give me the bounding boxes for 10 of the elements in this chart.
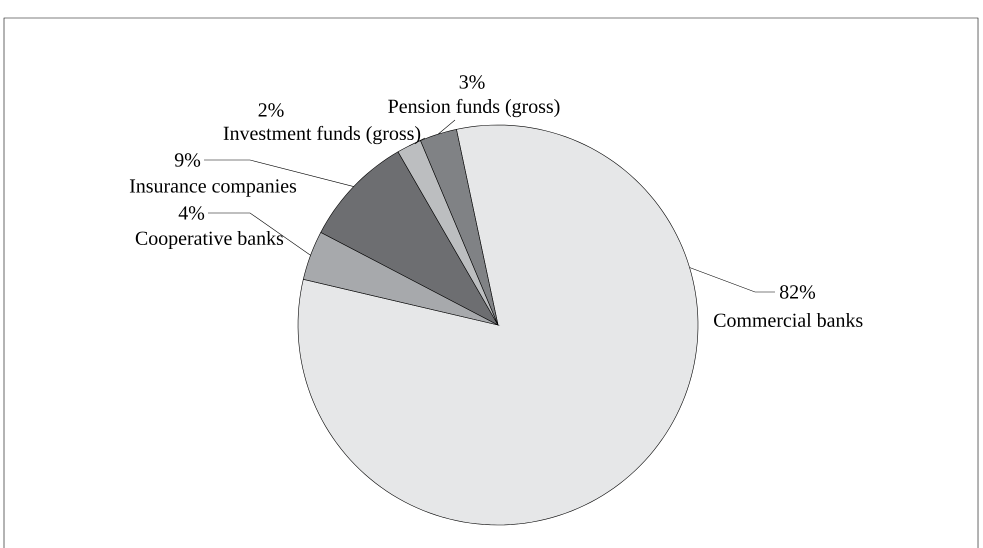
data-label: 3% bbox=[460, 75, 485, 89]
data-label: 2% bbox=[258, 103, 284, 117]
data-label: 4% bbox=[178, 206, 204, 220]
slice-label: Commercial banks bbox=[714, 312, 862, 327]
data-label: 82% bbox=[780, 285, 816, 299]
slice-label: Pension funds (gross) bbox=[388, 98, 560, 118]
slice-label: Insurance companies bbox=[130, 179, 296, 197]
slice-label: Cooperative banks bbox=[136, 230, 284, 249]
data-label: 9% bbox=[174, 153, 200, 167]
slice-label: Investment funds (gross) bbox=[224, 126, 420, 144]
